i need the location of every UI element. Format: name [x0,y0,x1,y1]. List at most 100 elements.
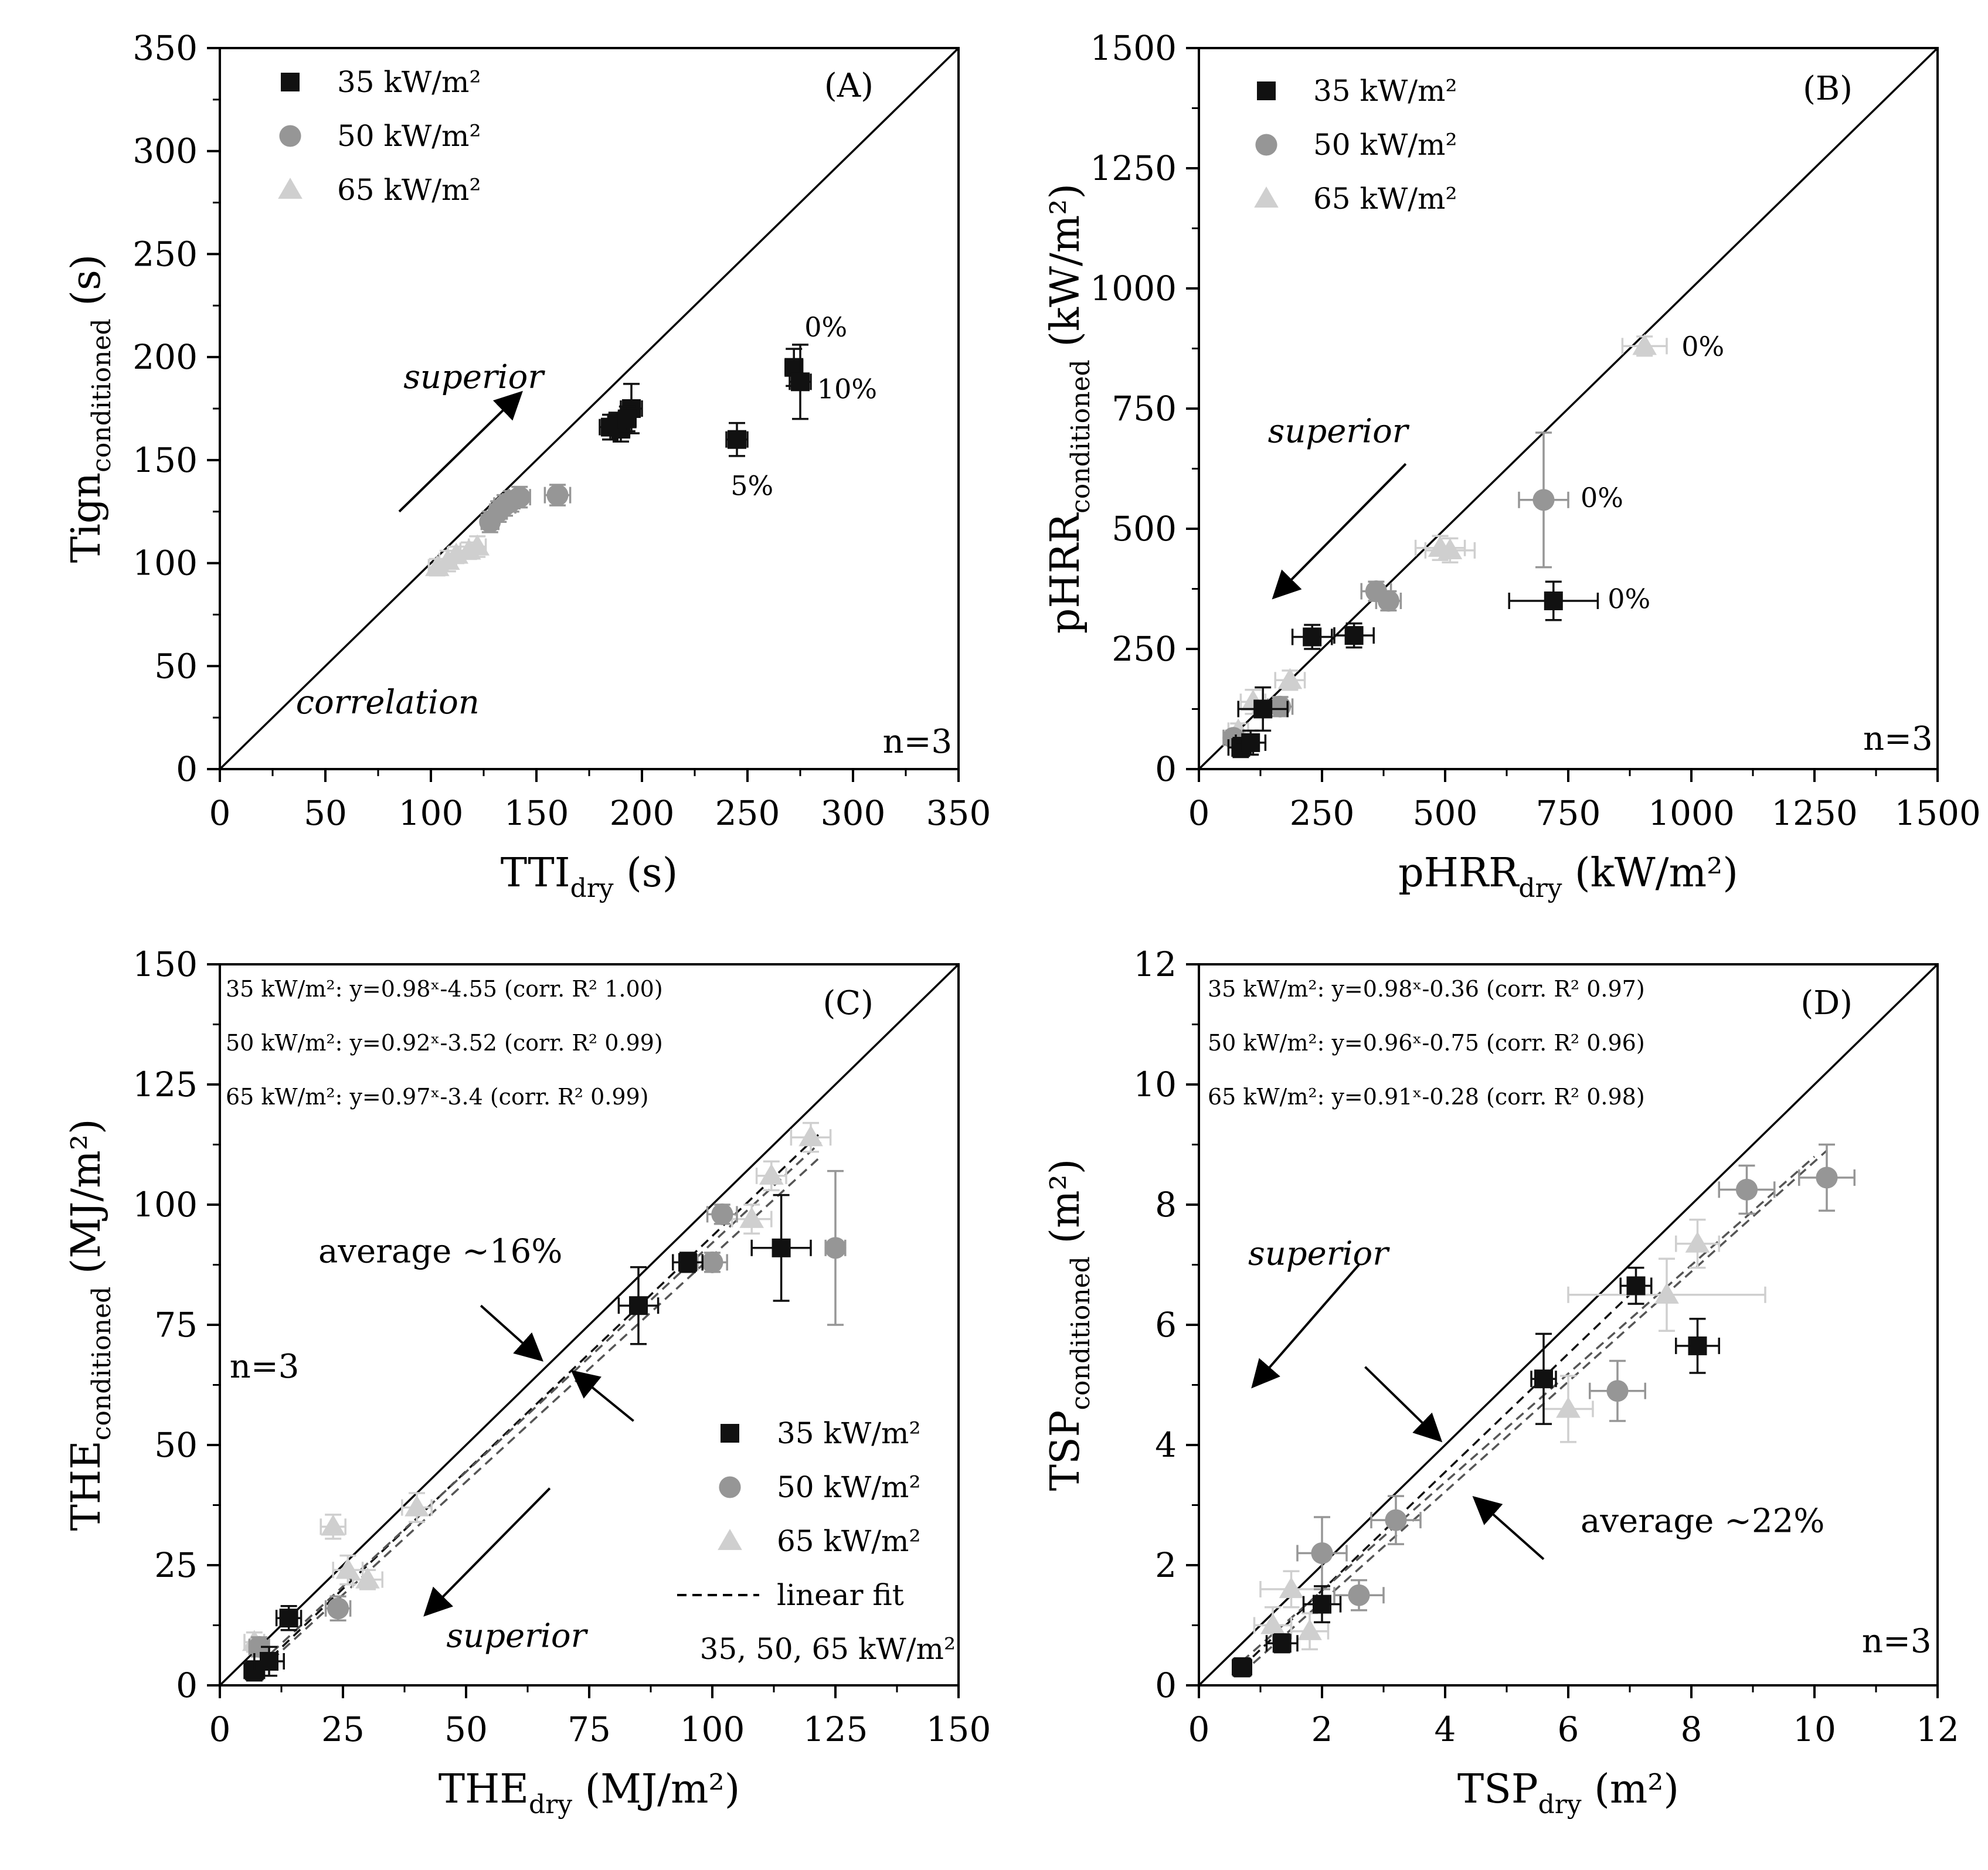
y-tick-label: 0 [176,1665,198,1705]
panel-letter: (A) [824,67,874,105]
data-point-65-kw-m [1438,538,1463,560]
point-label: 0% [1681,331,1724,362]
legend-marker-35-kw-m [1257,81,1276,100]
x-axis-title-main: TTI [501,850,570,896]
annotation-superior: superior [446,1617,588,1655]
x-tick-label: 12 [1916,1709,1959,1749]
data-point-50-kw-m [1735,1178,1758,1201]
annotation-arrow [1272,463,1407,600]
x-axis-title: TTIdry (s) [501,850,678,903]
data-point-50-kw-m [1377,590,1399,612]
data-point-50-kw-m [1606,1380,1629,1402]
x-tick-label: 4 [1435,1709,1456,1749]
x-axis-title-unit: (MJ/m²) [572,1766,740,1813]
data-point-65-kw-m [1279,1577,1304,1599]
data-point-35-kw-m [728,430,746,449]
data-point-65-kw-m [465,534,490,556]
data-point-35-kw-m [1241,733,1260,752]
x-tick-label: 150 [504,793,569,833]
panel-letter: (D) [1800,984,1853,1022]
y-axis-title-sub: conditioned [1066,359,1096,514]
data-point-35-kw-m [1534,1369,1553,1389]
x-tick-label: 750 [1536,793,1601,833]
y-tick-label: 0 [176,749,198,789]
data-point-35-kw-m [1303,627,1322,647]
x-tick-label: 0 [1188,1709,1210,1749]
data-point-65-kw-m [335,1558,361,1579]
legend: 35 kW/m² 50 kW/m² 65 kW/m² [1254,74,1457,216]
y-axis-title-main: THE [63,1440,110,1531]
x-axis-title-main: THE [439,1766,529,1813]
annotation-arrow [570,1369,634,1422]
point-label: 10% [817,373,877,404]
data-point-65-kw-m [1297,1619,1322,1640]
annotation-arrow [398,390,523,513]
x-tick-label: 0 [209,1709,231,1749]
data-point-35-kw-m [791,372,810,392]
annotation-arrow [1251,1264,1360,1389]
data-point-50-kw-m [546,484,569,506]
legend-marker-65-kw-m [278,178,303,199]
point-label: 5% [730,470,773,502]
data-point-35-kw-m [1253,699,1273,719]
y-axis-title-unit: (MJ/m²) [63,1118,110,1286]
data-point-35-kw-m [1272,1634,1292,1653]
legend-marker-65-kw-m [718,1529,742,1551]
point-label: 0% [1581,482,1623,514]
x-axis-title: THEdry (MJ/m²) [439,1766,740,1820]
annotation-n-3: n=3 [1862,1623,1932,1661]
x-axis-title-sub: dry [1518,873,1562,903]
legend-label: 65 kW/m² [337,173,481,207]
data-point-50-kw-m [1532,489,1555,511]
x-axis-title-sub: dry [529,1790,572,1820]
fit-equation: 50 kW/m²: y=0.96ˣ-0.75 (corr. R² 0.96) [1208,1030,1645,1056]
x-tick-label: 250 [715,793,780,833]
panel-letter: (C) [823,984,874,1022]
x-tick-label: 125 [803,1709,868,1749]
annotation-n-3: n=3 [883,723,953,761]
y-tick-label: 125 [132,1065,198,1104]
y-tick-label: 6 [1155,1305,1177,1345]
data-point-65-kw-m [1654,1282,1679,1304]
one-to-one-line [1198,963,1939,1687]
y-tick-label: 0 [1155,1665,1177,1705]
data-point-50-kw-m [1816,1167,1838,1189]
legend: 35 kW/m² 50 kW/m² 65 kW/m² linear fit 35, 50… [677,1416,956,1666]
y-tick-label: 150 [132,440,198,480]
y-axis-title-unit: (kW/m²) [1042,183,1089,359]
x-tick-label: 50 [444,1709,488,1749]
data-point-35-kw-m [1626,1276,1646,1296]
y-axis-title-sub: conditioned [87,1287,117,1441]
data-point-35-kw-m [279,1609,298,1628]
legend-marker-50-kw-m [279,125,301,147]
annotation-superior: superior [1248,1235,1390,1273]
y-tick-label: 25 [154,1545,198,1585]
legend-fit-label: linear fit [777,1578,904,1612]
annotation-arrow [1472,1495,1545,1560]
y-tick-label: 150 [132,944,198,984]
data-point-50-kw-m [327,1597,349,1620]
x-tick-label: 250 [1290,793,1355,833]
one-to-one-line [219,963,960,1687]
y-tick-label: 100 [132,1185,198,1225]
data-point-65-kw-m [355,1567,380,1589]
legend-label: 50 kW/m² [1313,128,1457,162]
legend-marker-65-kw-m [1254,186,1279,208]
data-point-50-kw-m [1385,1509,1407,1531]
x-tick-label: 100 [680,1709,745,1749]
x-axis-title-unit: (kW/m²) [1562,850,1738,896]
annotation-arrow [480,1304,543,1362]
y-tick-label: 1500 [1090,28,1177,68]
data-point-50-kw-m [508,486,531,508]
x-tick-label: 100 [399,793,464,833]
data-point-50-kw-m [824,1237,847,1259]
annotation-superior: superior [403,358,545,396]
fit-equation: 65 kW/m²: y=0.97ˣ-3.4 (corr. R² 0.99) [226,1084,649,1110]
legend-label: 50 kW/m² [777,1470,921,1504]
annotation-n-3: n=3 [1863,720,1933,758]
y-tick-label: 100 [132,543,198,583]
fit-equation: 50 kW/m²: y=0.92ˣ-3.52 (corr. R² 0.99) [226,1030,663,1056]
linear-fit-65-kw-m [249,1141,821,1674]
x-tick-label: 8 [1681,1709,1702,1749]
